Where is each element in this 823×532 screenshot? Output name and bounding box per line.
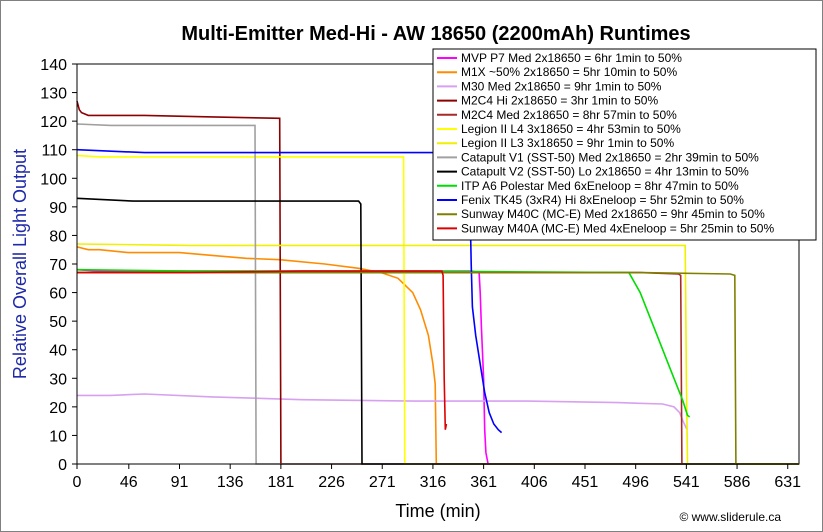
x-axis-label: Time (min)	[395, 501, 480, 521]
legend-entry-4: M2C4 Med 2x18650 = 8hr 57min to 50%	[461, 108, 677, 122]
series-line-10	[76, 148, 503, 434]
x-tick-label-11: 496	[622, 474, 649, 491]
x-tick-label-8: 361	[470, 474, 497, 491]
x-tick-label-1: 46	[120, 474, 138, 491]
legend-entry-10: Fenix TK45 (3xR4) Hi 8xEneloop = 5hr 52m…	[461, 193, 744, 207]
y-tick-label-8: 80	[49, 228, 67, 245]
x-tick-label-4: 181	[268, 474, 295, 491]
legend-entry-6: Legion II L3 3x18650 = 9hr 1min to 50%	[461, 136, 674, 150]
credit-text: © www.sliderule.ca	[679, 510, 781, 524]
x-tick-label-5: 226	[318, 474, 345, 491]
y-tick-label-5: 50	[49, 314, 67, 331]
y-tick-label-14: 140	[40, 57, 67, 74]
y-tick-label-7: 70	[49, 257, 67, 274]
y-tick-label-6: 60	[49, 286, 67, 303]
legend-entry-5: Legion II L4 3x18650 = 4hr 53min to 50%	[461, 122, 681, 136]
series-line-1	[76, 246, 799, 465]
x-tick-label-6: 271	[369, 474, 396, 491]
y-axis-label: Relative Overall Light Output	[10, 149, 30, 379]
y-tick-label-3: 30	[49, 371, 67, 388]
y-tick-label-13: 130	[40, 86, 67, 103]
y-tick-label-9: 90	[49, 200, 67, 217]
series-line-3	[76, 100, 799, 465]
legend-entry-1: M1X ~50% 2x18650 = 5hr 10min to 50%	[461, 65, 677, 79]
series-line-2	[77, 393, 689, 431]
x-tick-label-14: 631	[774, 474, 801, 491]
y-tick-label-12: 120	[40, 114, 67, 131]
y-tick-label-10: 100	[40, 171, 67, 188]
x-tick-label-12: 541	[673, 474, 700, 491]
series-line-12	[77, 270, 448, 430]
legend-entry-2: M30 Med 2x18650 = 9hr 1min to 50%	[461, 79, 662, 93]
x-tick-label-13: 586	[724, 474, 751, 491]
legend-entry-12: Sunway M40A (MC-E) Med 4xEneloop = 5hr 2…	[461, 221, 774, 235]
y-tick-label-4: 40	[49, 343, 67, 360]
chart-title: Multi-Emitter Med-Hi - AW 18650 (2200mAh…	[181, 23, 690, 45]
y-tick-label-11: 110	[41, 143, 67, 160]
x-tick-label-2: 91	[171, 474, 189, 491]
legend-entry-3: M2C4 Hi 2x18650 = 3hr 1min to 50%	[461, 94, 658, 108]
y-tick-label-1: 10	[49, 428, 67, 445]
legend-entry-11: Sunway M40C (MC-E) Med 2x18650 = 9hr 45m…	[461, 207, 765, 221]
legend-entry-0: MVP P7 Med 2x18650 = 6hr 1min to 50%	[461, 51, 682, 65]
y-tick-label-2: 20	[49, 400, 67, 417]
x-tick-label-9: 406	[521, 474, 548, 491]
legend-entry-7: Catapult V1 (SST-50) Med 2x18650 = 2hr 3…	[461, 150, 759, 164]
x-tick-label-7: 316	[420, 474, 447, 491]
y-tick-label-0: 0	[58, 457, 67, 474]
x-tick-label-0: 0	[73, 474, 82, 491]
legend-entry-8: Catapult V2 (SST-50) Lo 2x18650 = 4hr 13…	[461, 165, 749, 179]
y-ticks: 0 10 20 30 40 50 60 70 80 90 100 110 120 130 140	[40, 57, 77, 474]
legend-box	[432, 48, 817, 241]
legend-entry-9: ITP A6 Polestar Med 6xEneloop = 8hr 47mi…	[461, 179, 739, 193]
legend: MVP P7 Med 2x18650 = 6hr 1min to 50%M1X …	[432, 48, 817, 241]
x-tick-label-3: 136	[217, 474, 244, 491]
x-ticks: 0 46 91 136 181 226 271 316 361 406 451 496 541 586 63…	[73, 464, 801, 491]
x-tick-label-10: 451	[572, 474, 599, 491]
